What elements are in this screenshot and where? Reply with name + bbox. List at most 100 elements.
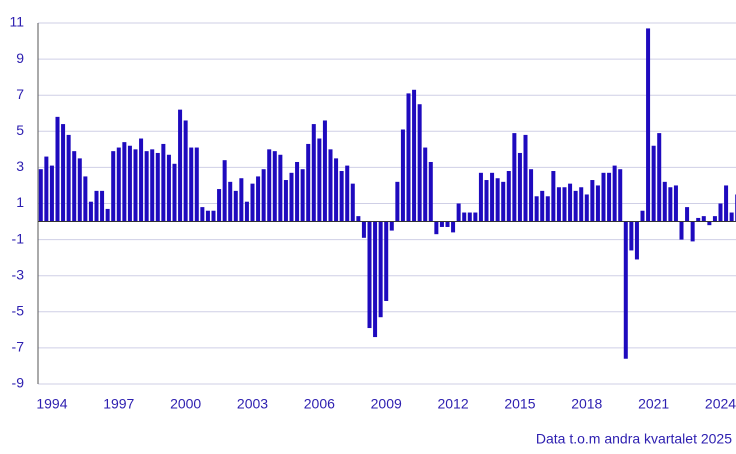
bar [289,172,294,222]
bar [139,138,144,222]
bar [378,221,383,318]
bar [367,221,372,329]
bar [194,147,199,222]
x-tick-label: 2009 [371,396,402,412]
bar [629,221,634,251]
bar [462,212,467,222]
bar [166,154,171,222]
bar [61,124,66,222]
bar [707,221,712,226]
bar [100,190,105,222]
x-tick-label: 2018 [571,396,602,412]
bar [584,194,589,222]
bar [534,196,539,222]
bar [122,142,127,222]
bar [685,207,690,222]
bar [729,212,734,222]
bar [94,190,99,222]
bar [423,147,428,222]
y-tick-label: 1 [16,194,24,210]
bar [506,171,511,222]
bar [127,145,132,222]
bar [384,221,389,301]
bar [161,143,166,222]
y-tick-label: -9 [12,375,25,391]
bar [579,187,584,222]
bar [311,124,316,222]
bar [222,160,227,222]
bar [178,109,183,222]
bar [412,89,417,222]
bar [133,149,138,222]
bar [172,163,177,222]
bar [356,216,361,222]
bar [72,151,77,222]
bar [529,169,534,222]
bar [55,116,60,222]
x-tick-label: 2012 [437,396,468,412]
bar [306,143,311,222]
bar [300,169,305,222]
bar [679,221,684,240]
bar [334,158,339,222]
bar [38,169,43,222]
y-tick-label: -1 [12,230,25,246]
bar [205,210,210,222]
bar [540,190,545,222]
bar [200,207,205,222]
bar [612,165,617,222]
x-tick-label: 2003 [237,396,268,412]
bar [256,176,261,222]
bar [595,185,600,222]
bar [439,221,444,227]
bar [44,156,49,222]
bar [657,133,662,222]
bar [417,104,422,222]
bar [651,145,656,222]
bar [712,216,717,222]
bar [495,178,500,222]
bar [517,152,522,222]
bar [66,134,71,222]
y-tick-label: -7 [12,339,25,355]
bar [373,221,378,338]
bar [88,201,93,222]
bar [640,210,645,222]
bar [261,169,266,222]
bar [183,120,188,222]
bar [545,196,550,222]
bar [111,151,116,222]
x-tick-label: 2006 [304,396,335,412]
bar [283,180,288,222]
bar [478,172,483,222]
bar [116,147,121,222]
bar [239,178,244,222]
bar [83,176,88,222]
bar [189,147,194,222]
bar [295,161,300,222]
bar [328,149,333,222]
x-tick-label: 1997 [103,396,134,412]
bar [434,221,439,235]
bar [573,190,578,222]
bar [662,181,667,222]
bar [673,185,678,222]
bar [601,172,606,222]
bar [322,120,327,222]
bar [244,201,249,222]
x-tick-label: 2024 [705,396,736,412]
bar [646,28,651,222]
bar [523,134,528,222]
bar [445,221,450,227]
bar [668,187,673,222]
bar [400,129,405,222]
bar [389,221,394,231]
bar [473,212,478,222]
x-tick-label: 2015 [504,396,535,412]
source-note: Data t.o.m andra kvartalet 2025 [536,431,732,447]
bar [395,181,400,222]
bar [456,203,461,222]
bar [345,165,350,222]
bar [467,212,472,222]
bar [696,217,701,222]
